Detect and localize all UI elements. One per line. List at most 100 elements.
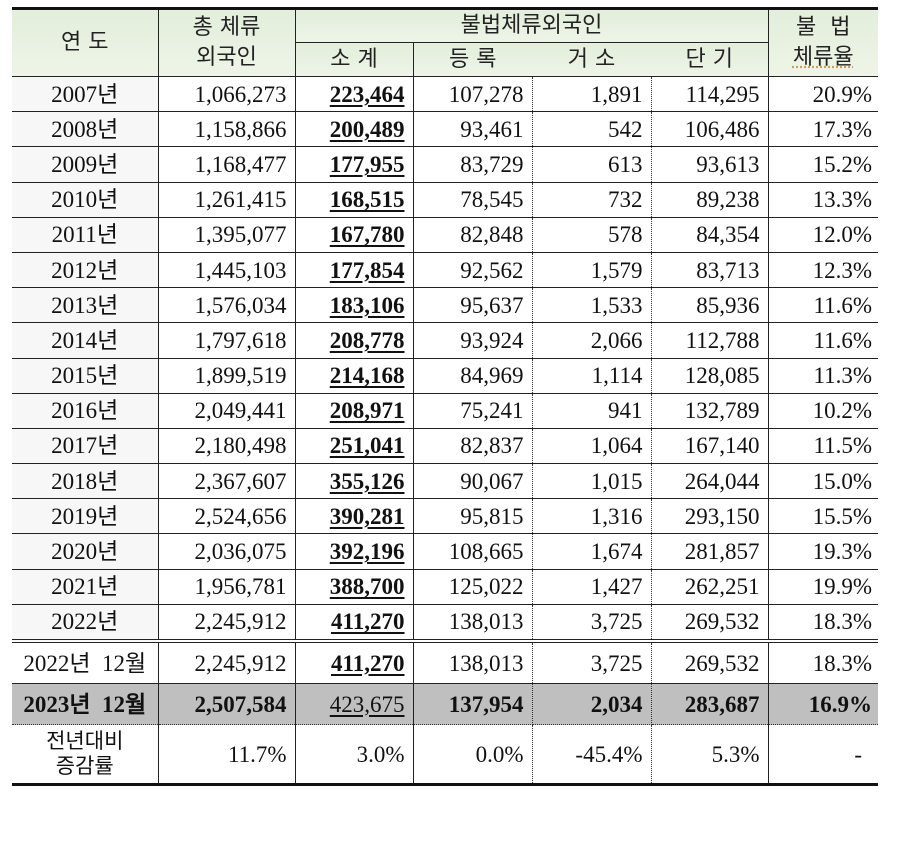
- header-total-line2: 외국인: [196, 45, 257, 70]
- cell-year: 2014년: [12, 322, 159, 359]
- cell-residence: 613: [532, 146, 652, 183]
- cell-residence: 1,114: [532, 358, 652, 394]
- cell-rate: 19.3%: [767, 533, 878, 570]
- cell-year: 2011년: [12, 217, 159, 253]
- header-year: 연 도: [12, 7, 159, 77]
- cell-residence: 3,725: [532, 641, 652, 684]
- cell-registered: 108,665: [413, 533, 533, 570]
- table-row: 2013년 1,576,034 183,106 95,637 1,533 85,936 11…: [12, 287, 878, 324]
- cell-rate: 19.9%: [767, 569, 878, 605]
- cell-year: 2016년: [12, 393, 159, 429]
- cell-registered: 83,729: [413, 146, 533, 183]
- cell-registered: 78,545: [413, 182, 533, 218]
- header-total-foreigners: 총 체류 외국인: [158, 7, 296, 77]
- cell-registered: 90,067: [413, 463, 533, 500]
- table-row-2023-december: 2023년 12월 2,507,584 423,675 137,954 2,03…: [12, 683, 878, 725]
- subtotal-value: 214,168: [329, 363, 405, 389]
- cell-residence: 542: [532, 111, 652, 148]
- cell-rate: 18.3%: [767, 604, 878, 643]
- cell-year: 2008년: [12, 111, 159, 148]
- cell-short-term: 112,788: [651, 322, 768, 359]
- cell-residence: 1,015: [532, 463, 652, 500]
- subtotal-value: 167,780: [329, 222, 405, 248]
- subtotal-value: 208,778: [329, 327, 405, 353]
- table-row: 2011년 1,395,077 167,780 82,848 578 84,354 12.0…: [12, 217, 878, 253]
- cell-rate: 17.3%: [767, 111, 878, 148]
- cell-total: 1,395,077: [158, 217, 296, 253]
- cell-subtotal: 390,281: [295, 498, 414, 535]
- cell-short-term: 106,486: [651, 111, 768, 148]
- cell-subtotal: 208,778: [295, 322, 414, 359]
- cell-short-term: 293,150: [651, 498, 768, 535]
- cell-residence: 1,579: [532, 252, 652, 289]
- cell-rate: 16.9%: [767, 683, 878, 725]
- subtotal-value: 392,196: [329, 539, 405, 565]
- cell-rate: -: [767, 724, 878, 786]
- header-total-line1: 총 체류: [192, 15, 261, 41]
- cell-registered: 82,848: [413, 217, 533, 253]
- cell-subtotal: 183,106: [295, 287, 414, 324]
- cell-total: 1,899,519: [158, 358, 296, 394]
- cell-rate: 15.5%: [767, 498, 878, 535]
- cell-residence: 1,064: [532, 428, 652, 465]
- cell-subtotal: 200,489: [295, 111, 414, 148]
- change-label-line2: 증감률: [55, 754, 114, 778]
- cell-registered: 75,241: [413, 393, 533, 429]
- cell-year: 2023년 12월: [12, 683, 159, 725]
- cell-rate: 15.2%: [767, 146, 878, 183]
- cell-subtotal: 167,780: [295, 217, 414, 253]
- table-row: 2007년 1,066,273 223,464 107,278 1,891 114,295…: [12, 76, 878, 113]
- cell-residence: 3,725: [532, 604, 652, 643]
- cell-subtotal: 208,971: [295, 393, 414, 429]
- table-row: 2021년 1,956,781 388,700 125,022 1,427 262,251…: [12, 569, 878, 605]
- cell-short-term: 89,238: [651, 182, 768, 218]
- table-row: 2018년 2,367,607 355,126 90,067 1,015 264,044 1…: [12, 463, 878, 500]
- cell-residence: 2,034: [532, 683, 652, 725]
- cell-registered: 137,954: [413, 683, 533, 725]
- cell-subtotal: 177,955: [295, 146, 414, 183]
- cell-short-term: 5.3%: [651, 724, 768, 786]
- table-row: 2010년 1,261,415 168,515 78,545 732 89,238 13.3…: [12, 182, 878, 218]
- table-row-2022-december: 2022년 12월 2,245,912 411,270 138,013 3,72…: [12, 641, 878, 684]
- cell-rate: 12.3%: [767, 252, 878, 289]
- cell-short-term: 269,532: [651, 641, 768, 684]
- subtotal-value: 208,971: [329, 398, 405, 424]
- header-rate-line2: 체류율: [792, 45, 854, 70]
- table-row: 2015년 1,899,519 214,168 84,969 1,114 128,085 1…: [12, 358, 878, 394]
- cell-year: 2010년: [12, 182, 159, 218]
- cell-short-term: 83,713: [651, 252, 768, 289]
- cell-total: 1,066,273: [158, 76, 296, 113]
- cell-registered: 138,013: [413, 604, 533, 643]
- cell-short-term: 132,789: [651, 393, 768, 429]
- cell-year: 2022년: [12, 604, 159, 643]
- cell-short-term: 114,295: [651, 76, 768, 113]
- cell-short-term: 85,936: [651, 287, 768, 324]
- cell-year: 2022년 12월: [12, 641, 159, 684]
- cell-year: 2015년: [12, 358, 159, 394]
- cell-registered: 82,837: [413, 428, 533, 465]
- cell-rate: 13.3%: [767, 182, 878, 218]
- cell-residence: 1,427: [532, 569, 652, 605]
- cell-total: 2,524,656: [158, 498, 296, 535]
- cell-year: 2009년: [12, 146, 159, 183]
- cell-subtotal: 388,700: [295, 569, 414, 605]
- subtotal-value: 177,854: [329, 257, 405, 283]
- cell-total: 1,797,618: [158, 322, 296, 359]
- cell-year: 2013년: [12, 287, 159, 324]
- table-row: 2017년 2,180,498 251,041 82,837 1,064 167,140 1…: [12, 428, 878, 465]
- cell-year: 2017년: [12, 428, 159, 465]
- cell-short-term: 167,140: [651, 428, 768, 465]
- cell-total: 2,245,912: [158, 604, 296, 643]
- cell-rate: 20.9%: [767, 76, 878, 113]
- cell-year: 2007년: [12, 76, 159, 113]
- cell-year: 2018년: [12, 463, 159, 500]
- cell-short-term: 93,613: [651, 146, 768, 183]
- header-rate-line1: 불 법: [796, 15, 851, 41]
- cell-rate: 18.3%: [767, 641, 878, 684]
- cell-subtotal: 392,196: [295, 533, 414, 570]
- subtotal-value: 423,675: [329, 691, 405, 717]
- cell-registered: 125,022: [413, 569, 533, 605]
- cell-registered: 95,637: [413, 287, 533, 324]
- cell-residence: 1,674: [532, 533, 652, 570]
- cell-registered: 95,815: [413, 498, 533, 535]
